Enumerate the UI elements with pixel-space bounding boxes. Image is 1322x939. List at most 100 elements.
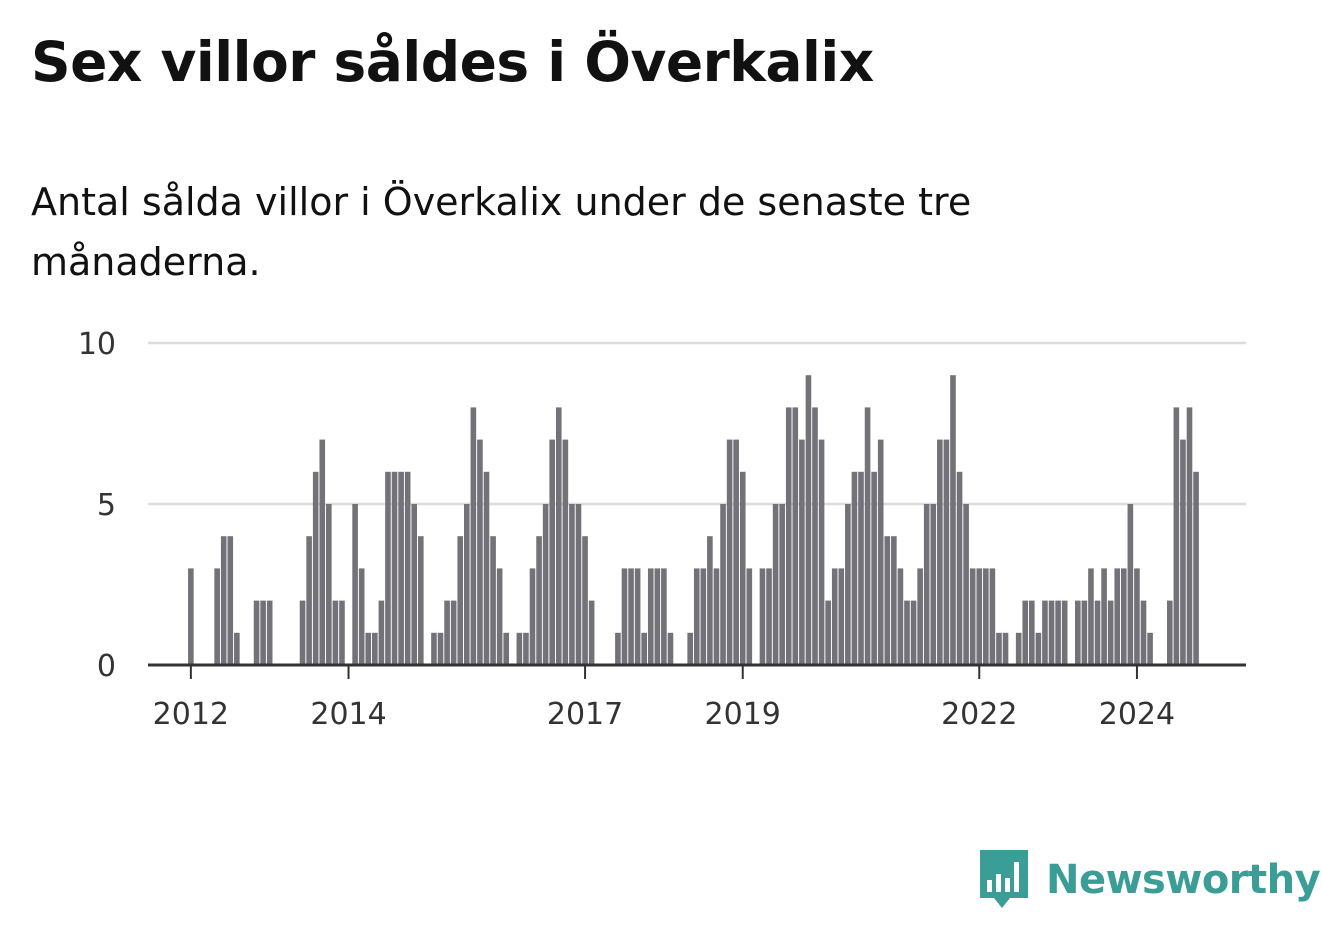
bar (470, 407, 477, 665)
chart-subtitle: Antal sålda villor i Överkalix under de … (31, 180, 972, 284)
bar (549, 439, 556, 665)
bar (1101, 568, 1107, 665)
bar (1075, 600, 1081, 665)
bar (634, 568, 641, 665)
bar (214, 568, 220, 665)
bar (891, 536, 897, 665)
bar (582, 536, 588, 665)
bar (989, 568, 996, 665)
bar (851, 471, 858, 665)
bar (910, 600, 917, 665)
bar (1121, 568, 1127, 665)
x-tick-label: 2017 (547, 697, 623, 732)
bar (1134, 568, 1140, 665)
page-title: Sex villor såldes i Överkalix (31, 30, 874, 94)
bar (937, 439, 943, 665)
bar (1107, 600, 1114, 665)
bar (477, 439, 483, 665)
bar (1193, 471, 1199, 665)
bar (720, 504, 726, 665)
bar (661, 568, 667, 665)
bar (877, 439, 884, 665)
bar (746, 568, 753, 665)
bar (950, 375, 956, 665)
bar (621, 568, 628, 665)
bar (996, 632, 1002, 665)
bar (845, 504, 851, 665)
bar (687, 632, 693, 665)
bar (418, 536, 424, 665)
bar (667, 632, 674, 665)
bar (739, 471, 746, 665)
brand-name: Newsworthy (1046, 857, 1321, 903)
value-annotation: 6 (1317, 0, 1322, 8)
bar (956, 471, 963, 665)
bar (483, 471, 490, 665)
bar (1035, 632, 1042, 665)
bar (431, 632, 437, 665)
bar (641, 632, 647, 665)
bar (312, 471, 319, 665)
bar (615, 632, 621, 665)
bars (188, 375, 1199, 665)
bar (411, 504, 418, 665)
bar (864, 407, 871, 665)
bar (759, 568, 766, 665)
bar (805, 375, 812, 665)
bar (1147, 632, 1153, 665)
bar (503, 632, 510, 665)
bar (457, 536, 464, 665)
bar (1140, 600, 1147, 665)
bar (516, 632, 523, 665)
bar (299, 600, 306, 665)
bar (227, 536, 234, 665)
bar (1127, 504, 1134, 665)
bar (234, 632, 240, 665)
bar (555, 407, 562, 665)
bar (726, 439, 733, 665)
bar (1081, 600, 1088, 665)
bar (1022, 600, 1029, 665)
bar (779, 504, 785, 665)
bar (391, 471, 398, 665)
bar (536, 536, 542, 665)
bar (260, 600, 266, 665)
bar-chart-bubble-icon (980, 850, 1028, 908)
gridlines (148, 341, 1246, 506)
bar (799, 439, 805, 665)
bar (253, 600, 260, 665)
bar (542, 504, 549, 665)
bar (562, 439, 569, 665)
bar (372, 632, 378, 665)
bar (785, 407, 792, 665)
bar (647, 568, 654, 665)
bar (963, 504, 969, 665)
bar (1114, 568, 1121, 665)
bar (588, 600, 595, 665)
bar (930, 504, 937, 665)
bar (654, 568, 661, 665)
bar (707, 536, 713, 665)
bar (365, 632, 372, 665)
bar (1042, 600, 1048, 665)
annotations: 6 (1314, 0, 1322, 12)
newsworthy-logo[interactable]: Newsworthy (980, 850, 1321, 910)
bar (713, 568, 720, 665)
bar (969, 568, 976, 665)
bar (858, 471, 864, 665)
bar (398, 471, 404, 665)
bar (1048, 600, 1055, 665)
x-tick-label: 2012 (153, 697, 229, 732)
bar (339, 600, 345, 665)
y-tick-label: 10 (78, 327, 116, 362)
bar (904, 600, 910, 665)
bar (352, 504, 358, 665)
bar (569, 504, 575, 665)
bar-chart: 0 5 10 2012 2014 2017 2019 2022 2024 6 (78, 0, 1322, 732)
bar (831, 568, 838, 665)
x-axis: 2012 2014 2017 2019 2022 2024 (148, 663, 1246, 732)
bar (825, 600, 831, 665)
bar (897, 568, 904, 665)
bar (319, 439, 326, 665)
bar (733, 439, 739, 665)
